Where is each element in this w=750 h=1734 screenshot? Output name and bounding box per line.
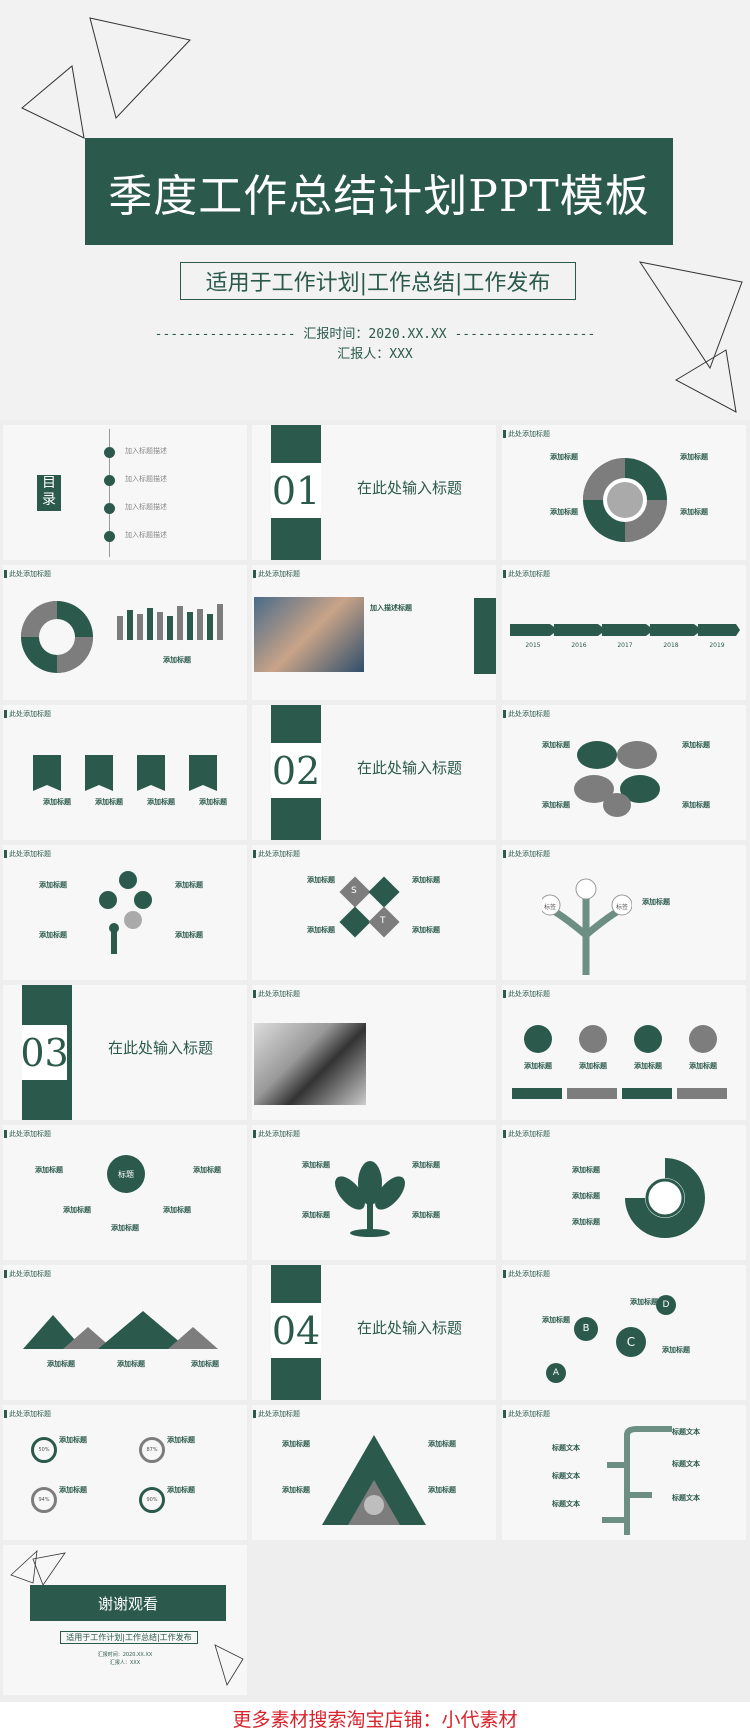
slide-hub-title[interactable]: 此处添加标题 标题 添加标题 添加标题 添加标题 添加标题 添加标题	[3, 1125, 247, 1260]
bar-sparkline	[117, 604, 223, 640]
slide-section-01[interactable]: 01 在此处输入标题	[252, 425, 496, 560]
slide-percent-rings[interactable]: 此处添加标题 50% 87% 94% 90% 添加标题 添加标题 添加标题 添加…	[3, 1405, 247, 1540]
report-time: ------------------ 汇报时间：2020.XX.XX -----…	[154, 327, 596, 342]
slide-circle-diagram[interactable]: 此处添加标题 添加标题 添加标题 添加标题 添加标题	[502, 425, 746, 560]
slide-mountains[interactable]: 此处添加标题 添加标题 添加标题 添加标题	[3, 1265, 247, 1400]
slide-cycle-bars[interactable]: 此处添加标题 添加标题	[3, 565, 247, 700]
slide-timeline[interactable]: 此处添加标题 2015 2016 2017 2018 2019	[502, 565, 746, 700]
slide-swot[interactable]: 此处添加标题 S T 添加标题 添加标题 添加标题 添加标题	[252, 845, 496, 980]
toc-title: 目录	[37, 475, 61, 511]
cover-subtitle: 适用于工作计划|工作总结|工作发布	[180, 262, 576, 300]
decorative-triangles	[21, 17, 743, 413]
slide-tree[interactable]: 此处添加标题 标签 标签 添加标题	[502, 845, 746, 980]
hands-photo	[254, 597, 364, 672]
slide-thanks[interactable]: 谢谢观看 适用于工作计划|工作总结|工作发布 汇报时间：2020.XX.XX 汇…	[3, 1545, 247, 1695]
slide-branch-labels[interactable]: 此处添加标题 标题文本 标题文本 标题文本 标题文本 标题文本 标题文本	[502, 1405, 746, 1540]
slide-balloons[interactable]: 此处添加标题 添加标题 添加标题 添加标题 添加标题	[3, 845, 247, 980]
cover-slide[interactable]: 季度工作总结计划PPT模板 适用于工作计划|工作总结|工作发布 --------…	[0, 0, 750, 420]
reporter: 汇报人：XXX	[337, 347, 413, 362]
thanks-triangles	[10, 1549, 244, 1686]
cover-title: 季度工作总结计划PPT模板	[85, 138, 673, 245]
slide-photo-hands[interactable]: 此处添加标题 加入描述标题	[252, 565, 496, 700]
writing-photo	[254, 1023, 366, 1105]
slide-arc-magnifier[interactable]: 此处添加标题 添加标题 添加标题 添加标题	[502, 1125, 746, 1260]
slide-petal-diagram[interactable]: 此处添加标题 添加标题 添加标题 添加标题 添加标题	[502, 705, 746, 840]
slide-section-03[interactable]: 03 在此处输入标题	[3, 985, 247, 1120]
slide-triangle[interactable]: 此处添加标题 添加标题 添加标题 添加标题 添加标题	[252, 1405, 496, 1540]
slide-photo-writing[interactable]: 此处添加标题	[252, 985, 496, 1120]
slide-section-02[interactable]: 02 在此处输入标题	[252, 705, 496, 840]
slide-abcd-bubbles[interactable]: 此处添加标题 A B C D 添加标题 添加标题 添加标题	[502, 1265, 746, 1400]
slide-toc[interactable]: 目录 加入标题描述 加入标题描述 加入标题描述 加入标题描述	[3, 425, 247, 560]
footer-banner: 更多素材搜索淘宝店铺：小代素材	[0, 1702, 750, 1734]
slide-leaf[interactable]: 此处添加标题 添加标题 添加标题 添加标题 添加标题	[252, 1125, 496, 1260]
slide-section-04[interactable]: 04 在此处输入标题	[252, 1265, 496, 1400]
slide-trophy-flags[interactable]: 此处添加标题 添加标题 添加标题 添加标题 添加标题	[3, 705, 247, 840]
slide-icon-buttons[interactable]: 此处添加标题 添加标题 添加标题 添加标题 添加标题	[502, 985, 746, 1120]
